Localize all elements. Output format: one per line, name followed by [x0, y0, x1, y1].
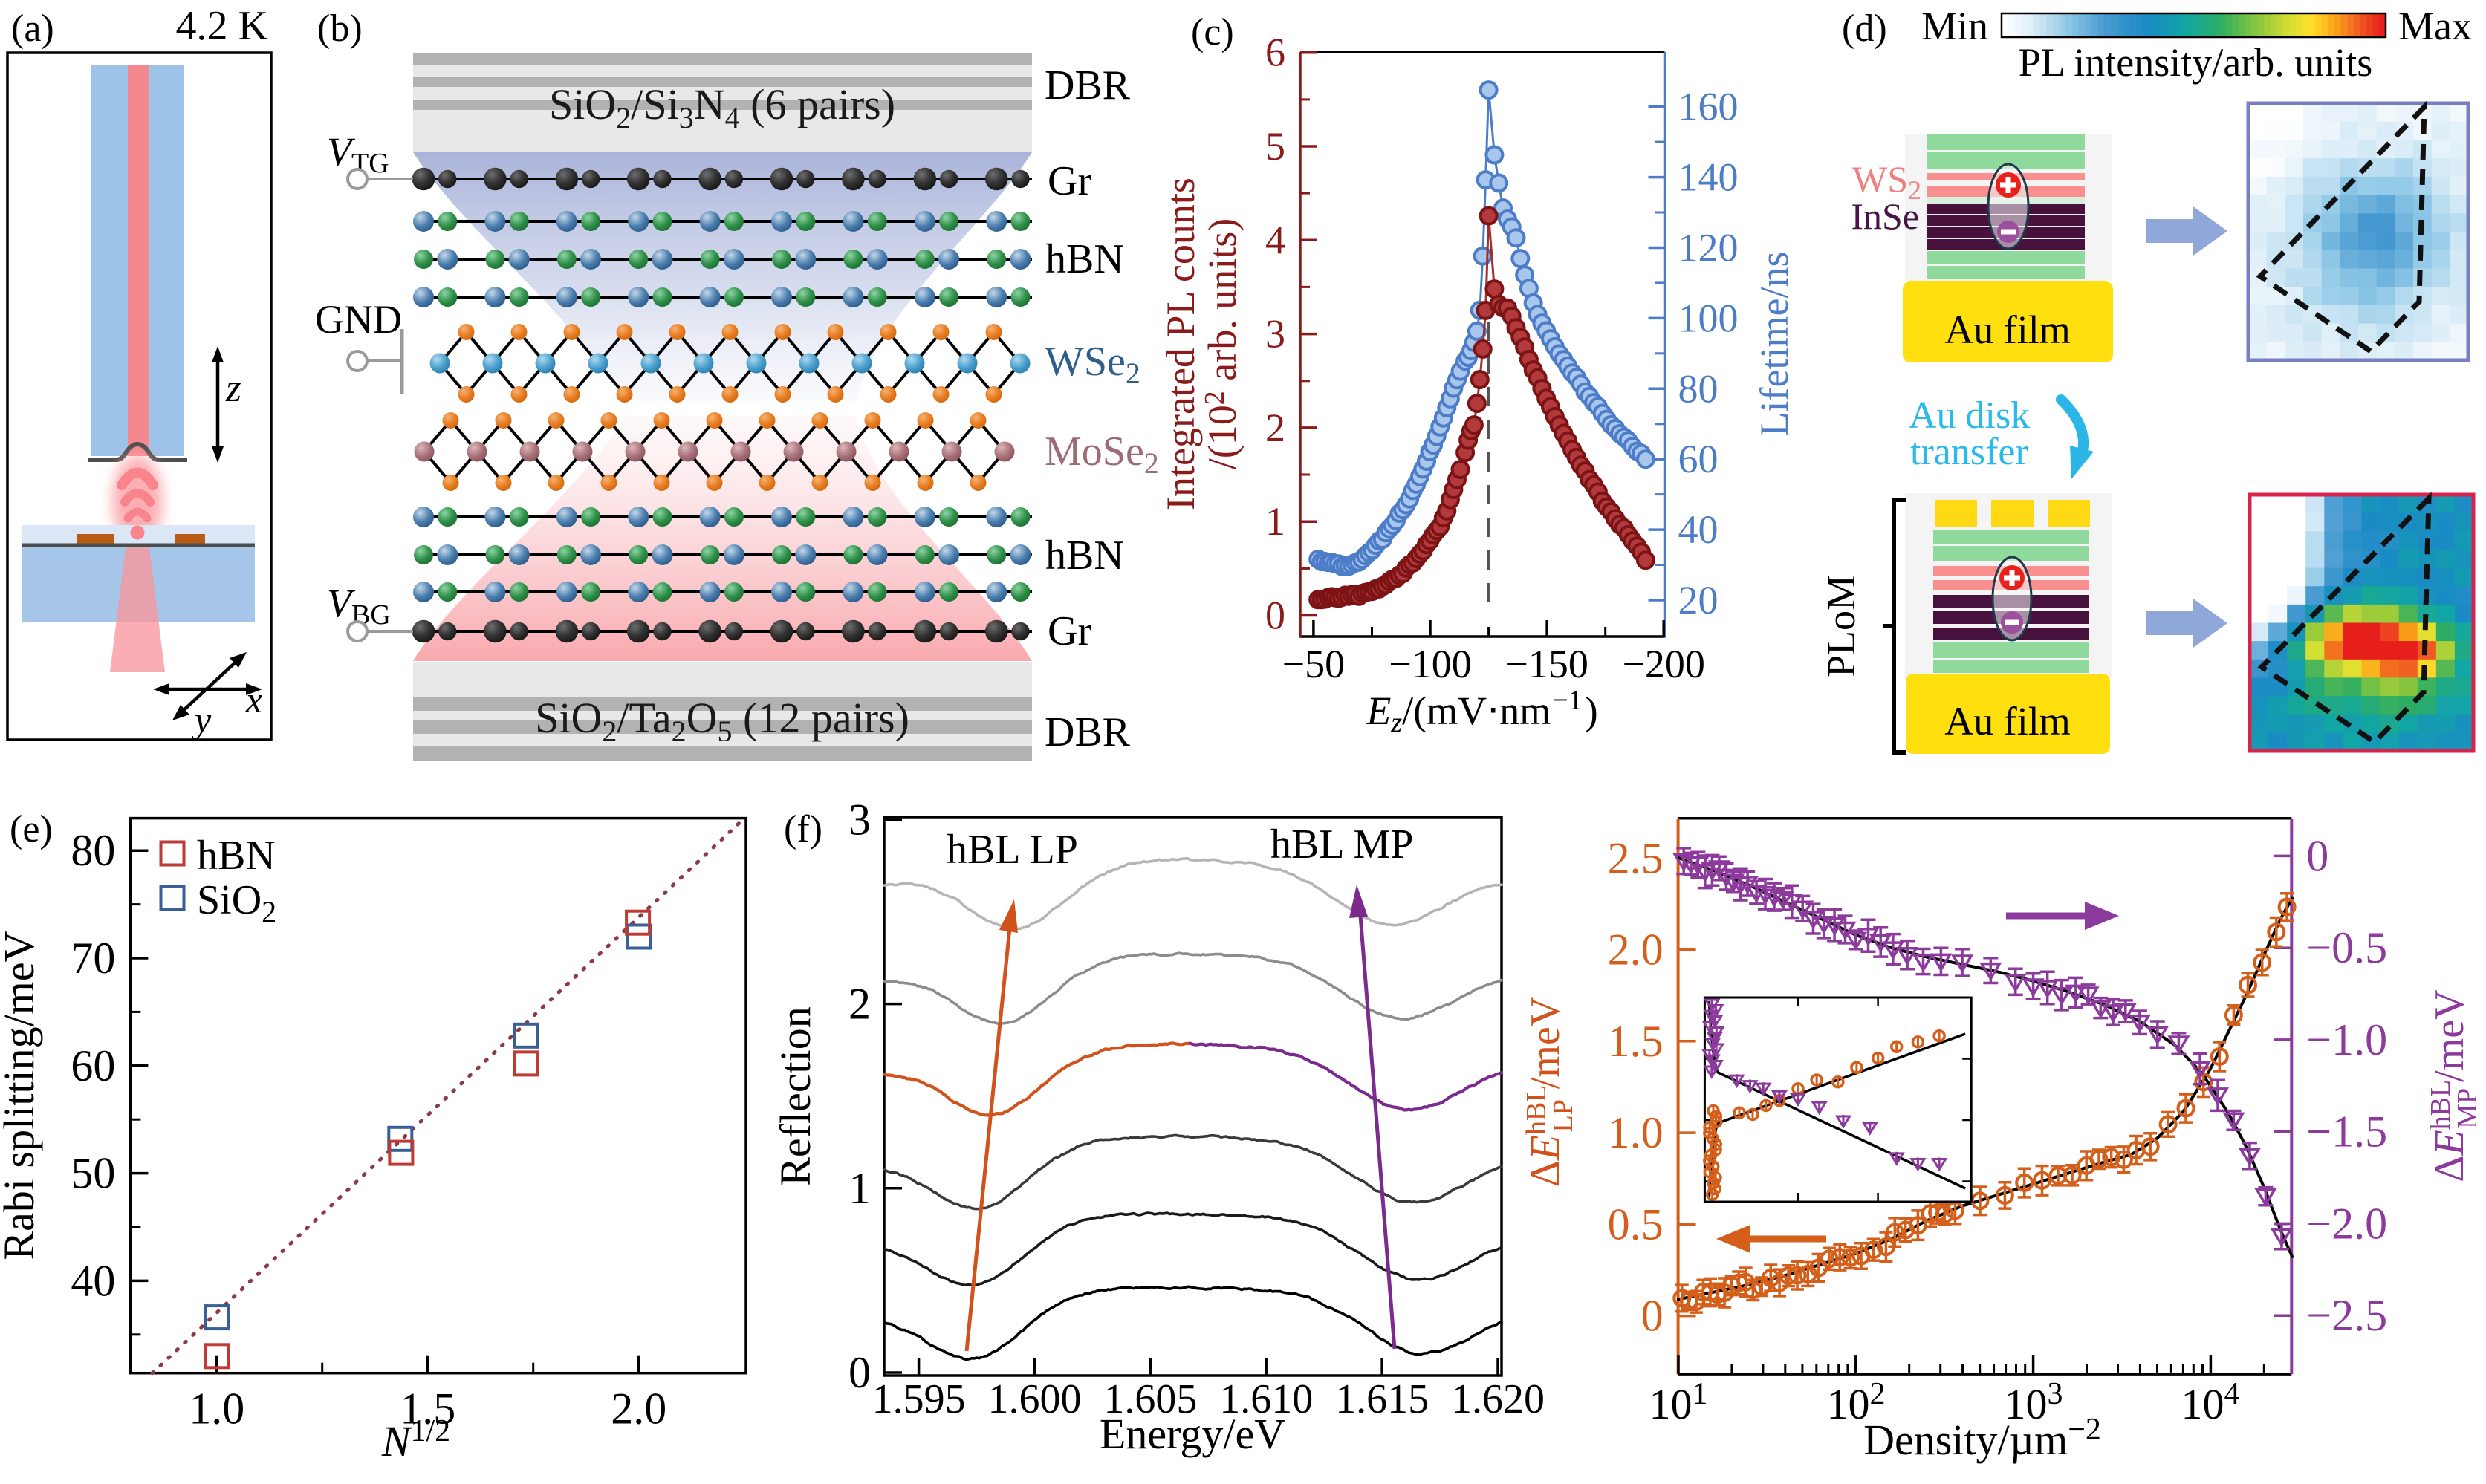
- svg-text:100: 100: [1678, 296, 1739, 340]
- svg-text:transfer: transfer: [1910, 431, 2028, 473]
- svg-text:0: 0: [1265, 593, 1285, 638]
- svg-text:SiO2/Ta2O5 (12 pairs): SiO2/Ta2O5 (12 pairs): [535, 694, 909, 748]
- svg-text:(e): (e): [10, 808, 53, 850]
- svg-text:1: 1: [1265, 499, 1285, 544]
- svg-text:1.0: 1.0: [1608, 1108, 1664, 1157]
- svg-text:5: 5: [1265, 124, 1285, 169]
- svg-text:3: 3: [848, 795, 871, 844]
- svg-text:60: 60: [1678, 437, 1719, 481]
- svg-text:103: 103: [2005, 1377, 2063, 1428]
- svg-text:−50: −50: [1282, 642, 1345, 686]
- svg-text:hBN: hBN: [1045, 236, 1124, 282]
- svg-text:1.605: 1.605: [1103, 1376, 1197, 1422]
- svg-text:Au film: Au film: [1944, 307, 2071, 352]
- svg-text:6: 6: [1265, 30, 1285, 75]
- svg-text:−150: −150: [1505, 642, 1588, 686]
- svg-text:Max: Max: [2398, 4, 2472, 48]
- svg-text:2.0: 2.0: [611, 1384, 666, 1433]
- svg-text:Integrated PL counts: Integrated PL counts: [1158, 178, 1203, 510]
- svg-text:PL intensity/arb. units: PL intensity/arb. units: [2019, 40, 2372, 85]
- svg-text:1.0: 1.0: [189, 1384, 244, 1433]
- svg-text:(c): (c): [1191, 11, 1234, 53]
- svg-text:N1/2: N1/2: [381, 1414, 450, 1465]
- svg-text:2: 2: [1265, 406, 1285, 450]
- svg-text:20: 20: [1678, 578, 1719, 622]
- svg-text:Au film: Au film: [1944, 699, 2071, 743]
- svg-text:0.5: 0.5: [1608, 1200, 1664, 1249]
- svg-text:Density/µm−2: Density/µm−2: [1863, 1413, 2101, 1464]
- svg-text:−2.5: −2.5: [2306, 1291, 2387, 1340]
- svg-text:4.2 K: 4.2 K: [176, 3, 268, 49]
- svg-text:1: 1: [848, 1164, 871, 1213]
- svg-text:VTG: VTG: [327, 129, 389, 179]
- svg-text:Min: Min: [1921, 4, 1988, 48]
- svg-text:1.5: 1.5: [1608, 1017, 1664, 1066]
- svg-text:3: 3: [1265, 312, 1285, 357]
- svg-text:0: 0: [848, 1348, 871, 1397]
- svg-text:40: 40: [71, 1256, 115, 1305]
- svg-text:hBN: hBN: [197, 833, 276, 879]
- svg-text:x: x: [245, 679, 262, 720]
- svg-text:Reflection: Reflection: [771, 1006, 820, 1186]
- svg-text:VBG: VBG: [327, 581, 391, 631]
- svg-text:160: 160: [1678, 85, 1739, 129]
- svg-text:Gr: Gr: [1048, 158, 1091, 204]
- svg-text:−0.5: −0.5: [2306, 923, 2387, 972]
- svg-text:50: 50: [71, 1149, 115, 1198]
- svg-text:2: 2: [848, 980, 871, 1029]
- svg-text:4: 4: [1265, 218, 1285, 262]
- svg-text:y: y: [191, 699, 212, 741]
- svg-text:DBR: DBR: [1045, 62, 1131, 108]
- svg-text:(b): (b): [317, 7, 363, 50]
- svg-text:Energy/eV: Energy/eV: [1100, 1410, 1285, 1458]
- svg-text:1.615: 1.615: [1335, 1376, 1429, 1422]
- svg-text:140: 140: [1678, 155, 1739, 200]
- svg-text:(d): (d): [1842, 7, 1887, 50]
- svg-text:/(102 arb. units): /(102 arb. units): [1199, 218, 1244, 469]
- svg-text:Lifetime/ns: Lifetime/ns: [1752, 252, 1797, 437]
- svg-text:GND: GND: [315, 297, 402, 342]
- svg-text:Au disk: Au disk: [1909, 394, 2030, 437]
- svg-text:−1.0: −1.0: [2306, 1015, 2387, 1064]
- svg-text:60: 60: [71, 1041, 115, 1090]
- svg-text:Rabi splitting/meV: Rabi splitting/meV: [0, 931, 43, 1260]
- svg-text:2.5: 2.5: [1608, 833, 1664, 882]
- svg-text:80: 80: [1678, 366, 1719, 411]
- svg-text:(f): (f): [784, 808, 822, 850]
- svg-text:1.620: 1.620: [1451, 1376, 1545, 1422]
- svg-text:−2.0: −2.0: [2306, 1199, 2387, 1248]
- svg-text:70: 70: [71, 934, 115, 983]
- svg-text:hBN: hBN: [1045, 533, 1124, 579]
- svg-text:1.595: 1.595: [872, 1376, 966, 1422]
- svg-text:(a): (a): [11, 7, 54, 50]
- svg-text:InSe: InSe: [1851, 195, 1919, 237]
- svg-text:0: 0: [2306, 831, 2328, 880]
- svg-text:Ez/(mV⋅nm−1): Ez/(mV⋅nm−1): [1366, 685, 1597, 738]
- svg-text:−200: −200: [1622, 642, 1704, 686]
- svg-text:1.610: 1.610: [1219, 1376, 1313, 1422]
- svg-text:DBR: DBR: [1045, 709, 1131, 755]
- svg-text:1.5: 1.5: [400, 1384, 455, 1433]
- svg-text:−1.5: −1.5: [2306, 1107, 2387, 1156]
- svg-text:PLoM: PLoM: [1819, 575, 1863, 677]
- svg-text:0: 0: [1641, 1292, 1664, 1341]
- svg-text:1.600: 1.600: [988, 1376, 1082, 1422]
- svg-text:SiO2/Si3N4 (6 pairs): SiO2/Si3N4 (6 pairs): [549, 80, 895, 134]
- svg-text:120: 120: [1678, 226, 1739, 270]
- svg-text:MoSe2: MoSe2: [1045, 429, 1159, 480]
- svg-text:Gr: Gr: [1048, 608, 1091, 654]
- svg-text:hBL LP: hBL LP: [947, 827, 1078, 873]
- svg-text:z: z: [225, 365, 241, 410]
- svg-text:−100: −100: [1389, 642, 1471, 686]
- svg-text:2.0: 2.0: [1608, 925, 1664, 974]
- svg-text:40: 40: [1678, 507, 1719, 552]
- svg-text:WSe2: WSe2: [1045, 339, 1140, 390]
- svg-text:80: 80: [71, 826, 115, 875]
- svg-text:hBL MP: hBL MP: [1270, 821, 1413, 868]
